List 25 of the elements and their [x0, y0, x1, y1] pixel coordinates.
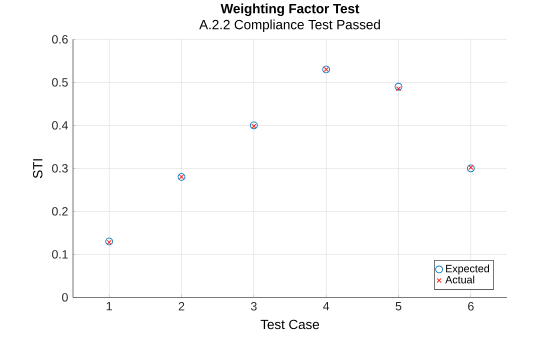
point — [396, 86, 401, 92]
x-tick-label: 6 — [468, 302, 474, 311]
x-tick-label: 5 — [396, 302, 402, 310]
point — [251, 124, 256, 129]
legend-label: Expected — [446, 264, 490, 274]
y-axis-title: STI — [33, 159, 42, 178]
y-tick-label: 0.5 — [52, 78, 68, 87]
legend-label: Actual — [445, 276, 474, 284]
y-tick-label: 0.3 — [52, 164, 68, 173]
chart-subtitle: A.2.2 Compliance Test Passed — [199, 20, 380, 32]
point — [394, 82, 402, 91]
x-axis-title: Test Case — [260, 320, 320, 330]
point — [468, 165, 474, 170]
point — [466, 164, 475, 172]
chart-title: Weighting Factor Test — [220, 4, 360, 16]
y-tick-label: 0.4 — [52, 121, 68, 130]
x-tick-label: 2 — [178, 302, 184, 310]
y-tick-label: 0.2 — [52, 207, 68, 216]
y-tick-label: 0.6 — [52, 35, 68, 44]
x-tick-label: 1 — [106, 302, 112, 310]
y-tick-label: 0 — [62, 293, 68, 302]
point — [250, 121, 258, 130]
x-tick-label: 4 — [323, 302, 330, 310]
y-tick-label: 0.1 — [52, 250, 68, 259]
x-tick-label: 3 — [250, 302, 257, 311]
